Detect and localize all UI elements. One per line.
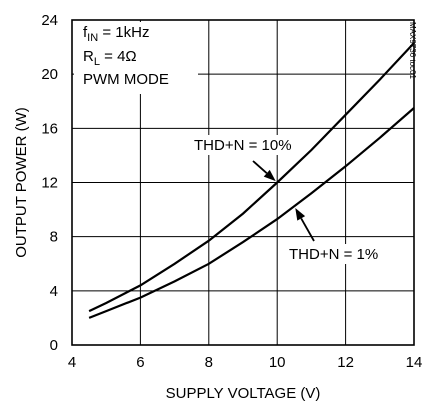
x-axis-title: SUPPLY VOLTAGE (V) — [166, 385, 321, 402]
y-tick-label: 0 — [50, 337, 58, 354]
series-line-thd-10pct — [88, 42, 415, 313]
x-tick-labels: 4 6 8 10 12 14 — [68, 354, 423, 371]
series-line-thd-1pct — [88, 107, 415, 319]
y-tick-label: 12 — [41, 175, 58, 192]
series-lines — [88, 42, 415, 319]
y-tick-label: 24 — [41, 12, 58, 29]
annotation-background — [286, 244, 390, 264]
test-conditions: fIN = 1kHz RL = 4Ω PWM MODE — [74, 22, 198, 94]
x-tick-label: 14 — [406, 354, 423, 371]
x-tick-label: 6 — [136, 354, 144, 371]
series-label-thd-10pct: THD+N = 10% — [194, 137, 292, 154]
plot-frame — [71, 19, 415, 346]
x-tick-label: 12 — [337, 354, 354, 371]
condition-frequency: fIN = 1kHz — [83, 24, 149, 44]
y-axis-title: OUTPUT POWER (W) — [13, 107, 30, 258]
annotation-arrow-head — [295, 207, 306, 221]
series-label-thd-1pct: THD+N = 1% — [289, 246, 378, 263]
y-tick-label: 4 — [50, 283, 58, 300]
x-tick-label: 10 — [269, 354, 286, 371]
figure-code: MAX9736 toc01 — [408, 22, 417, 79]
annotation-arrow-head — [263, 169, 276, 182]
annotation-arrow-shaft — [252, 160, 268, 174]
x-tick-label: 8 — [205, 354, 213, 371]
curve-annotations: THD+N = 10% THD+N = 1% — [191, 135, 390, 264]
condition-load: RL = 4Ω — [83, 48, 137, 68]
y-tick-label: 20 — [41, 66, 58, 83]
y-tick-label: 8 — [50, 229, 58, 246]
y-tick-label: 16 — [41, 120, 58, 137]
x-tick-label: 4 — [68, 354, 76, 371]
annotation-background — [191, 135, 295, 155]
condition-mode: PWM MODE — [83, 71, 169, 88]
annotation-arrow-shaft — [300, 217, 315, 242]
y-tick-labels: 0 4 8 12 16 20 24 — [41, 12, 58, 354]
